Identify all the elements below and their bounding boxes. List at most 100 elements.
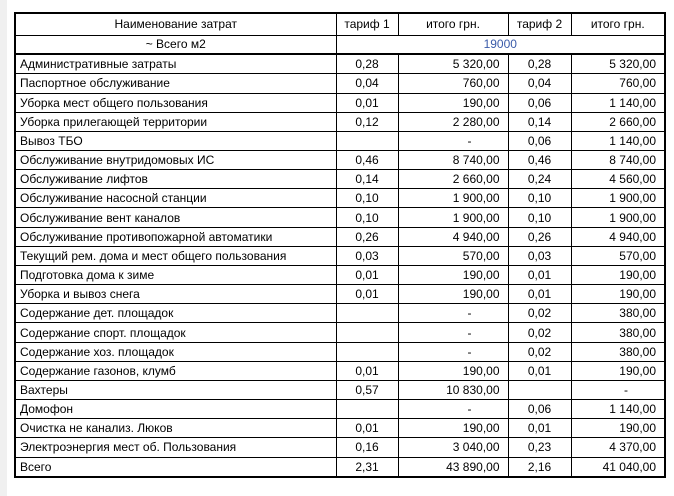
total2-cell: 5 320,00 [570,53,666,75]
total1-cell: 190,00 [397,360,509,381]
cost-name-cell: Обслуживание противопожарной автоматики [14,226,337,247]
table-row: Обслуживание внутридомовых ИС 0,46 8 740,0… [14,150,666,171]
total-m2-row: ~ Всего м2 19000 [14,34,666,55]
tariff2-cell: 0,24 [507,169,572,190]
table-row: Обслуживание противопожарной автоматики 0… [14,226,666,247]
total-m2-value: 19000 [335,34,666,55]
tariff2-cell: 0,01 [507,284,572,305]
tariff2-cell: 0,10 [507,188,572,209]
total2-cell: 8 740,00 [570,150,666,171]
total1-cell: 4 940,00 [397,226,509,247]
cost-name-cell: Паспортное обслуживание [14,73,337,94]
cost-name-cell: Вывоз ТБО [14,130,337,152]
window-edge-strip [0,0,7,496]
tariff1-cell: 0,28 [335,53,399,75]
tariff2-cell: 0,04 [507,73,572,94]
tariff1-cell: 0,16 [335,437,399,458]
total1-cell: 2 660,00 [397,169,509,190]
cost-name-cell: Вахтеры [14,379,337,401]
total2-cell: 570,00 [570,245,666,266]
tariff1-cell: 0,46 [335,150,399,171]
tariff2-cell: 0,28 [507,53,572,75]
cost-name-cell: Содержание газонов, клумб [14,360,337,381]
tariff2-cell: 0,06 [507,92,572,113]
cost-table-head: Наименование затрат тариф 1 итого грн. т… [14,12,666,55]
table-row: Всего 2,31 43 890,00 2,16 41 040,00 [14,456,666,478]
cost-name-cell: Электроэнергия мест об. Пользования [14,437,337,458]
tariff2-cell: 2,16 [507,456,572,478]
cost-name-cell: Обслуживание лифтов [14,169,337,190]
table-row: Содержание спорт. площадок -0,02 380,00 [14,322,666,343]
tariff2-cell [507,379,572,401]
table-row: Содержание газонов, клумб 0,01 190,00 0,01 1… [14,360,666,381]
total1-cell: 190,00 [397,92,509,113]
tariff1-cell: 0,03 [335,245,399,266]
table-row: Вывоз ТБО -0,06 1 140,00 [14,130,666,152]
col-header-tariff1: тариф 1 [335,12,399,36]
total2-cell: 380,00 [570,303,666,324]
total2-cell: 1 140,00 [570,399,666,420]
total1-cell: 5 320,00 [397,53,509,75]
total2-cell: 380,00 [570,341,666,362]
tariff1-cell [335,303,399,324]
total2-cell: 190,00 [570,360,666,381]
tariff1-cell: 2,31 [335,456,399,478]
table-row: Обслуживание насосной станции 0,10 1 900,0… [14,188,666,209]
total1-cell: 1 900,00 [397,207,509,228]
total1-cell: - [397,130,509,152]
total2-cell: 190,00 [570,264,666,286]
cost-name-cell: Уборка мест общего пользования [14,92,337,113]
total1-cell: - [397,399,509,420]
cost-name-cell: Уборка и вывоз снега [14,284,337,305]
total1-cell: 570,00 [397,245,509,266]
total2-cell: 4 940,00 [570,226,666,247]
total1-cell: 1 900,00 [397,188,509,209]
total1-cell: - [397,303,509,324]
table-row: Содержание дет. площадок -0,02 380,00 [14,303,666,324]
tariff2-cell: 0,23 [507,437,572,458]
col-header-cost-name: Наименование затрат [14,12,337,36]
total2-cell: 1 140,00 [570,130,666,152]
total2-cell: 1 900,00 [570,207,666,228]
tariff2-cell: 0,01 [507,360,572,381]
tariff1-cell: 0,12 [335,111,399,132]
total1-cell: - [397,341,509,362]
total2-cell: 380,00 [570,322,666,343]
table-row: Уборка прилегающей территории 0,12 2 280,0… [14,111,666,132]
table-row: Подготовка дома к зиме 0,01 190,00 0,01 190,… [14,264,666,286]
tariff2-cell: 0,06 [507,399,572,420]
tariff2-cell: 0,03 [507,245,572,266]
table-row: Очистка не канализ. Люков 0,01 190,00 0,01 1… [14,418,666,439]
total2-cell: 41 040,00 [570,456,666,478]
total2-cell: 4 370,00 [570,437,666,458]
tariff1-cell [335,341,399,362]
cost-name-cell: Уборка прилегающей территории [14,111,337,132]
tariff2-cell: 0,26 [507,226,572,247]
cost-table: Наименование затрат тариф 1 итого грн. т… [14,12,666,478]
cost-name-cell: Подготовка дома к зиме [14,264,337,286]
tariff1-cell: 0,10 [335,207,399,228]
cost-table-body: Административные затраты 0,28 5 320,00 0,28… [14,53,666,478]
tariff1-cell: 0,10 [335,188,399,209]
table-row: Паспортное обслуживание 0,04 760,00 0,04 760… [14,73,666,94]
cost-name-cell: Обслуживание вент каналов [14,207,337,228]
header-row: Наименование затрат тариф 1 итого грн. т… [14,12,666,36]
cost-name-cell: Содержание дет. площадок [14,303,337,324]
col-header-tariff2: тариф 2 [507,12,572,36]
tariff1-cell: 0,01 [335,360,399,381]
total1-cell: 190,00 [397,284,509,305]
tariff1-cell [335,322,399,343]
cost-name-cell: Очистка не канализ. Люков [14,418,337,439]
tariff2-cell: 0,06 [507,130,572,152]
tariff2-cell: 0,02 [507,341,572,362]
tariff1-cell: 0,57 [335,379,399,401]
cost-name-cell: Административные затраты [14,53,337,75]
total2-cell: 4 560,00 [570,169,666,190]
total1-cell: 2 280,00 [397,111,509,132]
table-row: Содержание хоз. площадок -0,02 380,00 [14,341,666,362]
total2-cell: 190,00 [570,418,666,439]
tariff1-cell: 0,04 [335,73,399,94]
cost-name-cell: Обслуживание насосной станции [14,188,337,209]
tariff1-cell: 0,01 [335,92,399,113]
tariff2-cell: 0,46 [507,150,572,171]
